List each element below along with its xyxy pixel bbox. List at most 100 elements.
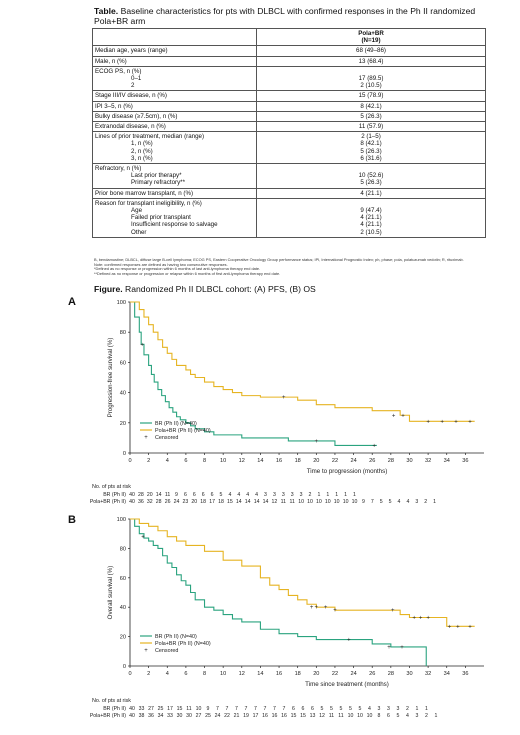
risk-value: 11 <box>186 706 191 712</box>
x-tick-label: 34 <box>444 671 450 677</box>
risk-value: 6 <box>387 713 390 719</box>
risk-value: 11 <box>290 499 295 505</box>
risk-value: 2 <box>309 492 312 498</box>
risk-value: 4 <box>368 706 371 712</box>
reason-label: Reason for transplant ineligibility, n (… <box>95 199 202 207</box>
censor-mark: + <box>347 638 351 644</box>
risk-value: 1 <box>317 492 320 498</box>
risk-value: 32 <box>147 499 153 505</box>
panel-label-b: B <box>68 514 76 526</box>
risk-value: 18 <box>218 499 224 505</box>
x-tick-label: 36 <box>462 458 468 464</box>
x-tick-label: 18 <box>295 458 301 464</box>
y-tick-label: 100 <box>117 300 126 306</box>
x-tick-label: 30 <box>406 458 412 464</box>
risk-row-label: Pola+BR (Ph II) <box>90 499 126 505</box>
lines-v0: 2 (1–5) <box>361 133 381 141</box>
risk-value: 16 <box>281 713 287 719</box>
risk-value: 13 <box>310 713 316 719</box>
risk-value: 22 <box>224 713 230 719</box>
x-tick-label: 16 <box>276 458 282 464</box>
risk-value: 4 <box>255 492 258 498</box>
row-label: Refractory, n (%) Last prior therapy* Pr… <box>92 163 257 189</box>
y-tick-label: 20 <box>120 635 126 641</box>
x-tick-label: 32 <box>425 671 431 677</box>
figure-title-bold: Figure. <box>94 284 123 294</box>
risk-value: 18 <box>200 499 206 505</box>
risk-value: 7 <box>273 706 276 712</box>
ecog-label: ECOG PS, n (%) <box>95 67 142 75</box>
risk-value: 5 <box>349 706 352 712</box>
risk-value: 7 <box>216 706 219 712</box>
risk-value: 15 <box>177 706 183 712</box>
risk-value: 6 <box>202 492 205 498</box>
lines-sub1: 1, n (%) <box>131 140 153 148</box>
risk-value: 6 <box>184 492 187 498</box>
y-axis-label: Overall survival (%) <box>107 566 114 620</box>
risk-value: 40 <box>129 499 135 505</box>
risk-value: 3 <box>397 706 400 712</box>
legend-label: Pola+BR (Ph II) (N=40) <box>155 428 211 434</box>
censor-mark: + <box>141 535 145 541</box>
risk-value: 1 <box>425 706 428 712</box>
risk-value: 7 <box>283 706 286 712</box>
y-axis-label: Progression-free survival (%) <box>107 338 114 418</box>
risk-value: 27 <box>148 706 154 712</box>
risk-value: 10 <box>316 499 322 505</box>
risk-value: 2 <box>424 499 427 505</box>
risk-value: 7 <box>245 706 248 712</box>
y-tick-label: 0 <box>123 451 126 457</box>
censor-mark: + <box>456 624 460 630</box>
risk-value: 10 <box>343 499 349 505</box>
censor-mark: + <box>392 413 396 419</box>
refractory-label: Refractory, n (%) <box>95 165 142 173</box>
censor-mark: + <box>400 645 404 651</box>
risk-value: 8 <box>378 713 381 719</box>
risk-value: 36 <box>148 713 154 719</box>
risk-value: 16 <box>262 713 268 719</box>
risk-value: 17 <box>253 713 259 719</box>
risk-value: 25 <box>158 706 164 712</box>
risk-value: 33 <box>167 713 173 719</box>
x-tick-label: 8 <box>203 671 206 677</box>
x-tick-label: 2 <box>147 671 150 677</box>
x-tick-label: 36 <box>462 671 468 677</box>
km-curve-pola-br-ph-ii- <box>130 301 475 422</box>
x-tick-label: 6 <box>184 671 187 677</box>
risk-value: 6 <box>193 492 196 498</box>
risk-value: 30 <box>186 713 192 719</box>
censor-mark: + <box>419 615 423 621</box>
risk-value: 40 <box>129 706 135 712</box>
x-tick-label: 2 <box>147 458 150 464</box>
censor-mark: + <box>454 419 458 425</box>
risk-value: 33 <box>139 706 145 712</box>
risk-value: 14 <box>245 499 251 505</box>
risk-value: 12 <box>272 499 278 505</box>
risk-row-label: Pola+BR (Ph II) <box>90 713 126 719</box>
refractory-sub2: Primary refractory** <box>131 179 185 187</box>
risk-value: 17 <box>209 499 215 505</box>
risk-value: 2 <box>425 713 428 719</box>
risk-value: 40 <box>129 492 135 498</box>
footnote: **Defined as no response or progression … <box>94 270 281 276</box>
x-tick-label: 0 <box>128 458 131 464</box>
risk-value: 10 <box>196 706 202 712</box>
lines-label: Lines of prior treatment, median (range) <box>95 133 205 141</box>
risk-value: 10 <box>298 499 304 505</box>
risk-value: 1 <box>435 713 438 719</box>
risk-value: 3 <box>273 492 276 498</box>
row-value: 11 (57.9) <box>256 121 486 133</box>
reason-sub2: Failed prior transplant <box>131 214 191 222</box>
censor-mark: + <box>426 419 430 425</box>
footnote: B, bendamustine; DLBCL, diffuse large B-… <box>94 257 464 262</box>
reason-v2: 4 (21.1) <box>360 214 382 222</box>
header-n: (N=19) <box>361 37 381 45</box>
risk-value: 28 <box>156 499 162 505</box>
risk-value: 24 <box>215 713 221 719</box>
refractory-sub1: Last prior therapy* <box>131 172 182 180</box>
lines-v1: 8 (42.1) <box>360 140 382 148</box>
table-row: Reason for transplant ineligibility, n (… <box>92 197 486 238</box>
x-tick-label: 14 <box>257 458 263 464</box>
legend-label: Censored <box>155 435 178 441</box>
footnote: Note: confirmed responses are defined as… <box>94 261 228 267</box>
